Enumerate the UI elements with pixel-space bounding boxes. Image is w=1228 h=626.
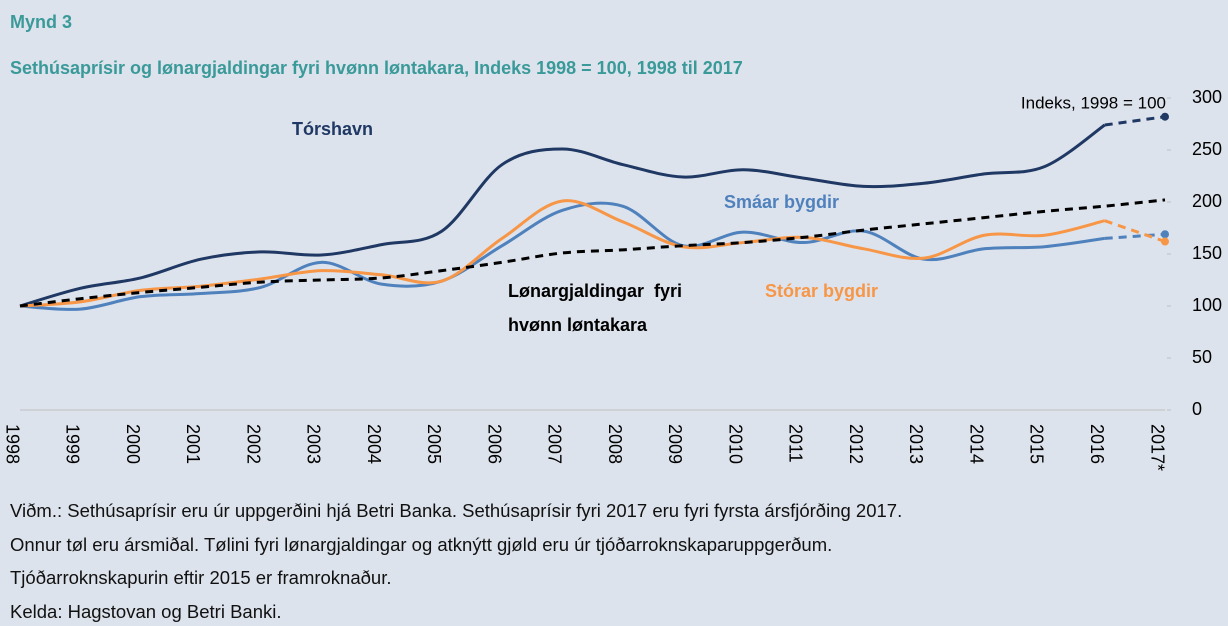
- x-tick-label: 2002: [243, 424, 263, 464]
- x-tick-label: 2000: [123, 424, 143, 464]
- series-label: Lønargjaldingar fyri hvønn løntakara: [508, 281, 688, 335]
- x-tick-label: 2017*: [1147, 424, 1167, 471]
- x-tick-label: 2014: [966, 424, 986, 464]
- y-axis-label: Indeks, 1998 = 100: [1021, 93, 1166, 112]
- footnote: Tjóðarroknskapurin eftir 2015 er framrok…: [10, 567, 392, 588]
- x-tick-label: 2010: [725, 424, 745, 464]
- y-tick-label: 150: [1192, 243, 1222, 263]
- x-tick-label: 2015: [1027, 424, 1047, 464]
- x-tick-label: 2006: [484, 424, 504, 464]
- end-marker: [1161, 112, 1169, 121]
- footnote: Onnur tøl eru ársmiðal. Tølini fyri løna…: [10, 533, 833, 555]
- footnote: Kelda: Hagstovan og Betri Banki.: [10, 600, 282, 622]
- series-line: [1104, 232, 1166, 240]
- y-tick-label: 300: [1192, 87, 1222, 107]
- x-tick-label: 2004: [364, 424, 384, 464]
- chart-title: Mynd 3: [10, 12, 72, 32]
- y-tick-label: 200: [1192, 191, 1222, 211]
- series-line: [19, 199, 1106, 308]
- x-tick-label: 1998: [2, 424, 22, 464]
- x-tick-label: 2012: [846, 424, 866, 464]
- x-tick-label: 2003: [304, 424, 324, 464]
- end-marker: [1161, 237, 1169, 246]
- x-tick-label: 2011: [786, 424, 806, 463]
- y-tick-label: 0: [1192, 399, 1202, 419]
- y-tick-label: 50: [1192, 347, 1212, 367]
- series-line: [1104, 219, 1166, 243]
- y-tick-label: 250: [1192, 139, 1222, 159]
- x-tick-label: 2007: [545, 424, 565, 464]
- series-line: [19, 198, 1166, 308]
- x-tick-label: 2016: [1087, 424, 1107, 464]
- series-label: Tórshavn: [292, 119, 374, 139]
- end-marker: [1161, 230, 1169, 239]
- x-tick-label: 2009: [665, 424, 685, 464]
- chart-subtitle: Sethúsaprísir og lønargjaldingar fyri hv…: [10, 58, 743, 78]
- series-label: Stórar bygdir: [765, 281, 879, 301]
- series-label: Smáar bygdir: [724, 192, 840, 212]
- x-tick-label: 2001: [183, 424, 203, 464]
- series-line: [1104, 115, 1166, 127]
- x-tick-label: 1999: [63, 424, 83, 464]
- x-tick-label: 2008: [605, 424, 625, 464]
- x-tick-label: 2005: [424, 424, 444, 464]
- series-line: [19, 123, 1106, 308]
- x-tick-label: 2013: [906, 424, 926, 464]
- footnote: Viðm.: Sethúsaprísir eru úr uppgerðini h…: [10, 500, 903, 521]
- y-tick-label: 100: [1192, 295, 1222, 315]
